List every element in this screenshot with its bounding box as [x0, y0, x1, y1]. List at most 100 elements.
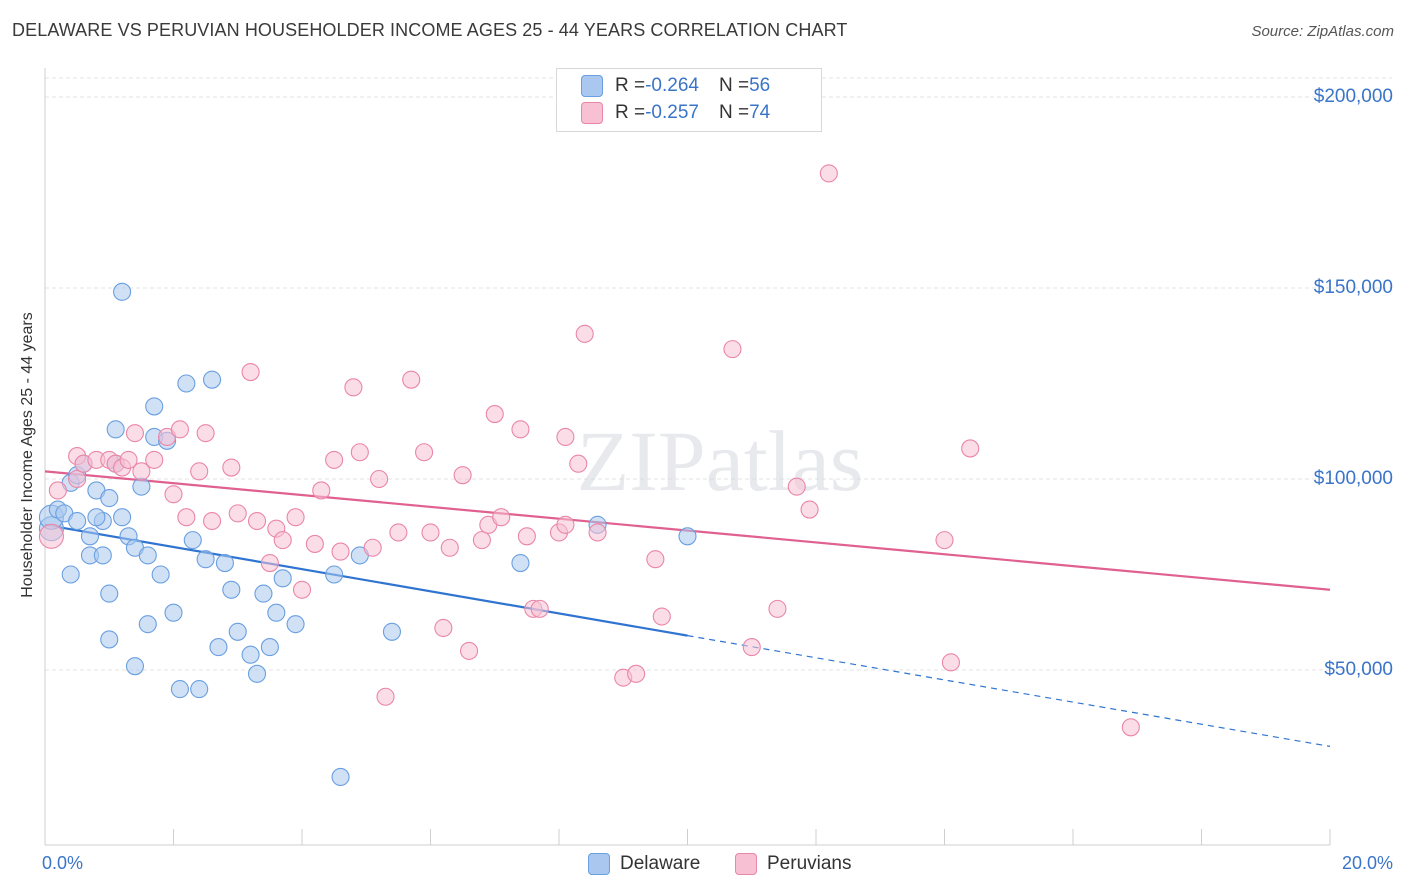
- data-point-peruvians: [511, 420, 530, 439]
- data-point-delaware: [196, 550, 215, 569]
- data-point-delaware: [247, 664, 267, 683]
- trend-line-delaware: [44, 523, 688, 637]
- delaware-swatch: [588, 853, 610, 875]
- data-point-peruvians: [819, 164, 838, 183]
- data-point-peruvians: [459, 641, 479, 660]
- data-point-peruvians: [68, 469, 87, 489]
- data-point-delaware: [125, 657, 144, 676]
- x-max-label: 20.0%: [1341, 853, 1393, 873]
- data-point-peruvians: [723, 340, 742, 359]
- data-point-delaware: [260, 638, 279, 657]
- data-point-delaware: [100, 630, 119, 649]
- r-value: -0.257: [645, 102, 699, 123]
- data-point-delaware: [113, 282, 132, 301]
- data-point-peruvians: [556, 427, 575, 447]
- data-point-peruvians: [453, 466, 472, 485]
- data-point-delaware: [93, 546, 112, 565]
- data-point-peruvians: [800, 500, 819, 519]
- data-point-peruvians: [164, 485, 183, 504]
- data-point-delaware: [113, 508, 132, 527]
- data-point-peruvians: [241, 362, 260, 382]
- data-point-peruvians: [170, 420, 189, 439]
- data-point-peruvians: [325, 450, 344, 469]
- legend-item-delaware[interactable]: Delaware: [588, 853, 700, 875]
- data-point-delaware: [68, 511, 87, 531]
- data-point-peruvians: [588, 523, 607, 542]
- peruvians-swatch: [735, 853, 757, 875]
- data-point-delaware: [222, 580, 241, 599]
- data-point-peruvians: [569, 454, 588, 473]
- data-point-peruvians: [145, 450, 164, 469]
- watermark: ZIPatlas: [577, 413, 864, 509]
- data-point-peruvians: [292, 580, 312, 599]
- data-point-peruvians: [389, 523, 408, 542]
- data-points: [38, 164, 1140, 787]
- y-tick-label: $100,000: [1313, 468, 1393, 489]
- y-tick-label: $50,000: [1324, 659, 1393, 680]
- data-point-delaware: [177, 374, 196, 393]
- peruvians-swatch: [581, 102, 603, 124]
- data-point-delaware: [273, 569, 292, 588]
- data-point-peruvians: [517, 527, 536, 546]
- data-point-delaware: [203, 370, 222, 389]
- data-point-peruvians: [941, 653, 960, 672]
- data-point-peruvians: [38, 523, 64, 549]
- data-point-peruvians: [331, 542, 350, 561]
- data-point-peruvians: [652, 607, 671, 626]
- data-point-peruvians: [485, 405, 504, 424]
- data-point-peruvians: [472, 531, 491, 550]
- r-label: R =: [615, 75, 646, 96]
- data-point-delaware: [138, 615, 157, 634]
- data-point-delaware: [170, 680, 189, 699]
- data-point-delaware: [106, 420, 125, 439]
- data-point-delaware: [100, 489, 119, 508]
- data-point-peruvians: [119, 450, 138, 469]
- trend-extension-delaware: [687, 635, 1331, 747]
- data-point-peruvians: [415, 443, 434, 462]
- r-label: R =: [615, 102, 646, 123]
- data-point-delaware: [331, 767, 350, 787]
- data-point-delaware: [215, 553, 234, 573]
- data-point-peruvians: [48, 481, 67, 500]
- data-point-peruvians: [286, 508, 305, 527]
- data-point-peruvians: [627, 664, 646, 683]
- data-point-peruvians: [305, 534, 324, 553]
- n-label: N =: [718, 102, 750, 123]
- data-point-delaware: [100, 584, 119, 603]
- n-label: N =: [718, 75, 750, 96]
- data-point-peruvians: [434, 618, 453, 638]
- data-point-peruvians: [273, 531, 292, 550]
- stats-row-delaware: R = -0.264 N = 56: [581, 73, 770, 99]
- data-point-delaware: [209, 638, 228, 657]
- data-point-delaware: [678, 527, 697, 546]
- data-point-peruvians: [1121, 718, 1140, 737]
- data-point-peruvians: [260, 553, 279, 573]
- data-point-peruvians: [196, 424, 215, 443]
- data-point-peruvians: [350, 443, 369, 462]
- data-point-delaware: [511, 553, 530, 573]
- data-point-delaware: [87, 508, 106, 527]
- data-point-peruvians: [575, 324, 594, 343]
- data-point-peruvians: [132, 462, 151, 481]
- legend-item-peruvians[interactable]: Peruvians: [735, 853, 852, 875]
- legend-label: Peruvians: [767, 853, 852, 874]
- data-point-peruvians: [344, 378, 363, 397]
- data-point-peruvians: [312, 481, 331, 500]
- data-point-peruvians: [177, 508, 196, 527]
- data-point-peruvians: [370, 469, 389, 489]
- delaware-swatch: [581, 75, 603, 97]
- n-value: 74: [749, 102, 771, 123]
- stats-legend: R = -0.264 N = 56 R = -0.257 N = 74: [556, 68, 822, 132]
- data-point-peruvians: [402, 370, 421, 389]
- y-tick-label: $200,000: [1313, 86, 1393, 107]
- data-point-delaware: [183, 531, 202, 550]
- data-point-delaware: [267, 603, 286, 622]
- data-point-peruvians: [787, 477, 806, 496]
- data-point-peruvians: [228, 504, 247, 523]
- data-point-delaware: [382, 622, 402, 641]
- x-min-label: 0.0%: [42, 853, 84, 873]
- data-point-peruvians: [742, 638, 761, 657]
- data-point-delaware: [80, 527, 100, 546]
- source-label: Source: ZipAtlas.com: [1251, 23, 1394, 40]
